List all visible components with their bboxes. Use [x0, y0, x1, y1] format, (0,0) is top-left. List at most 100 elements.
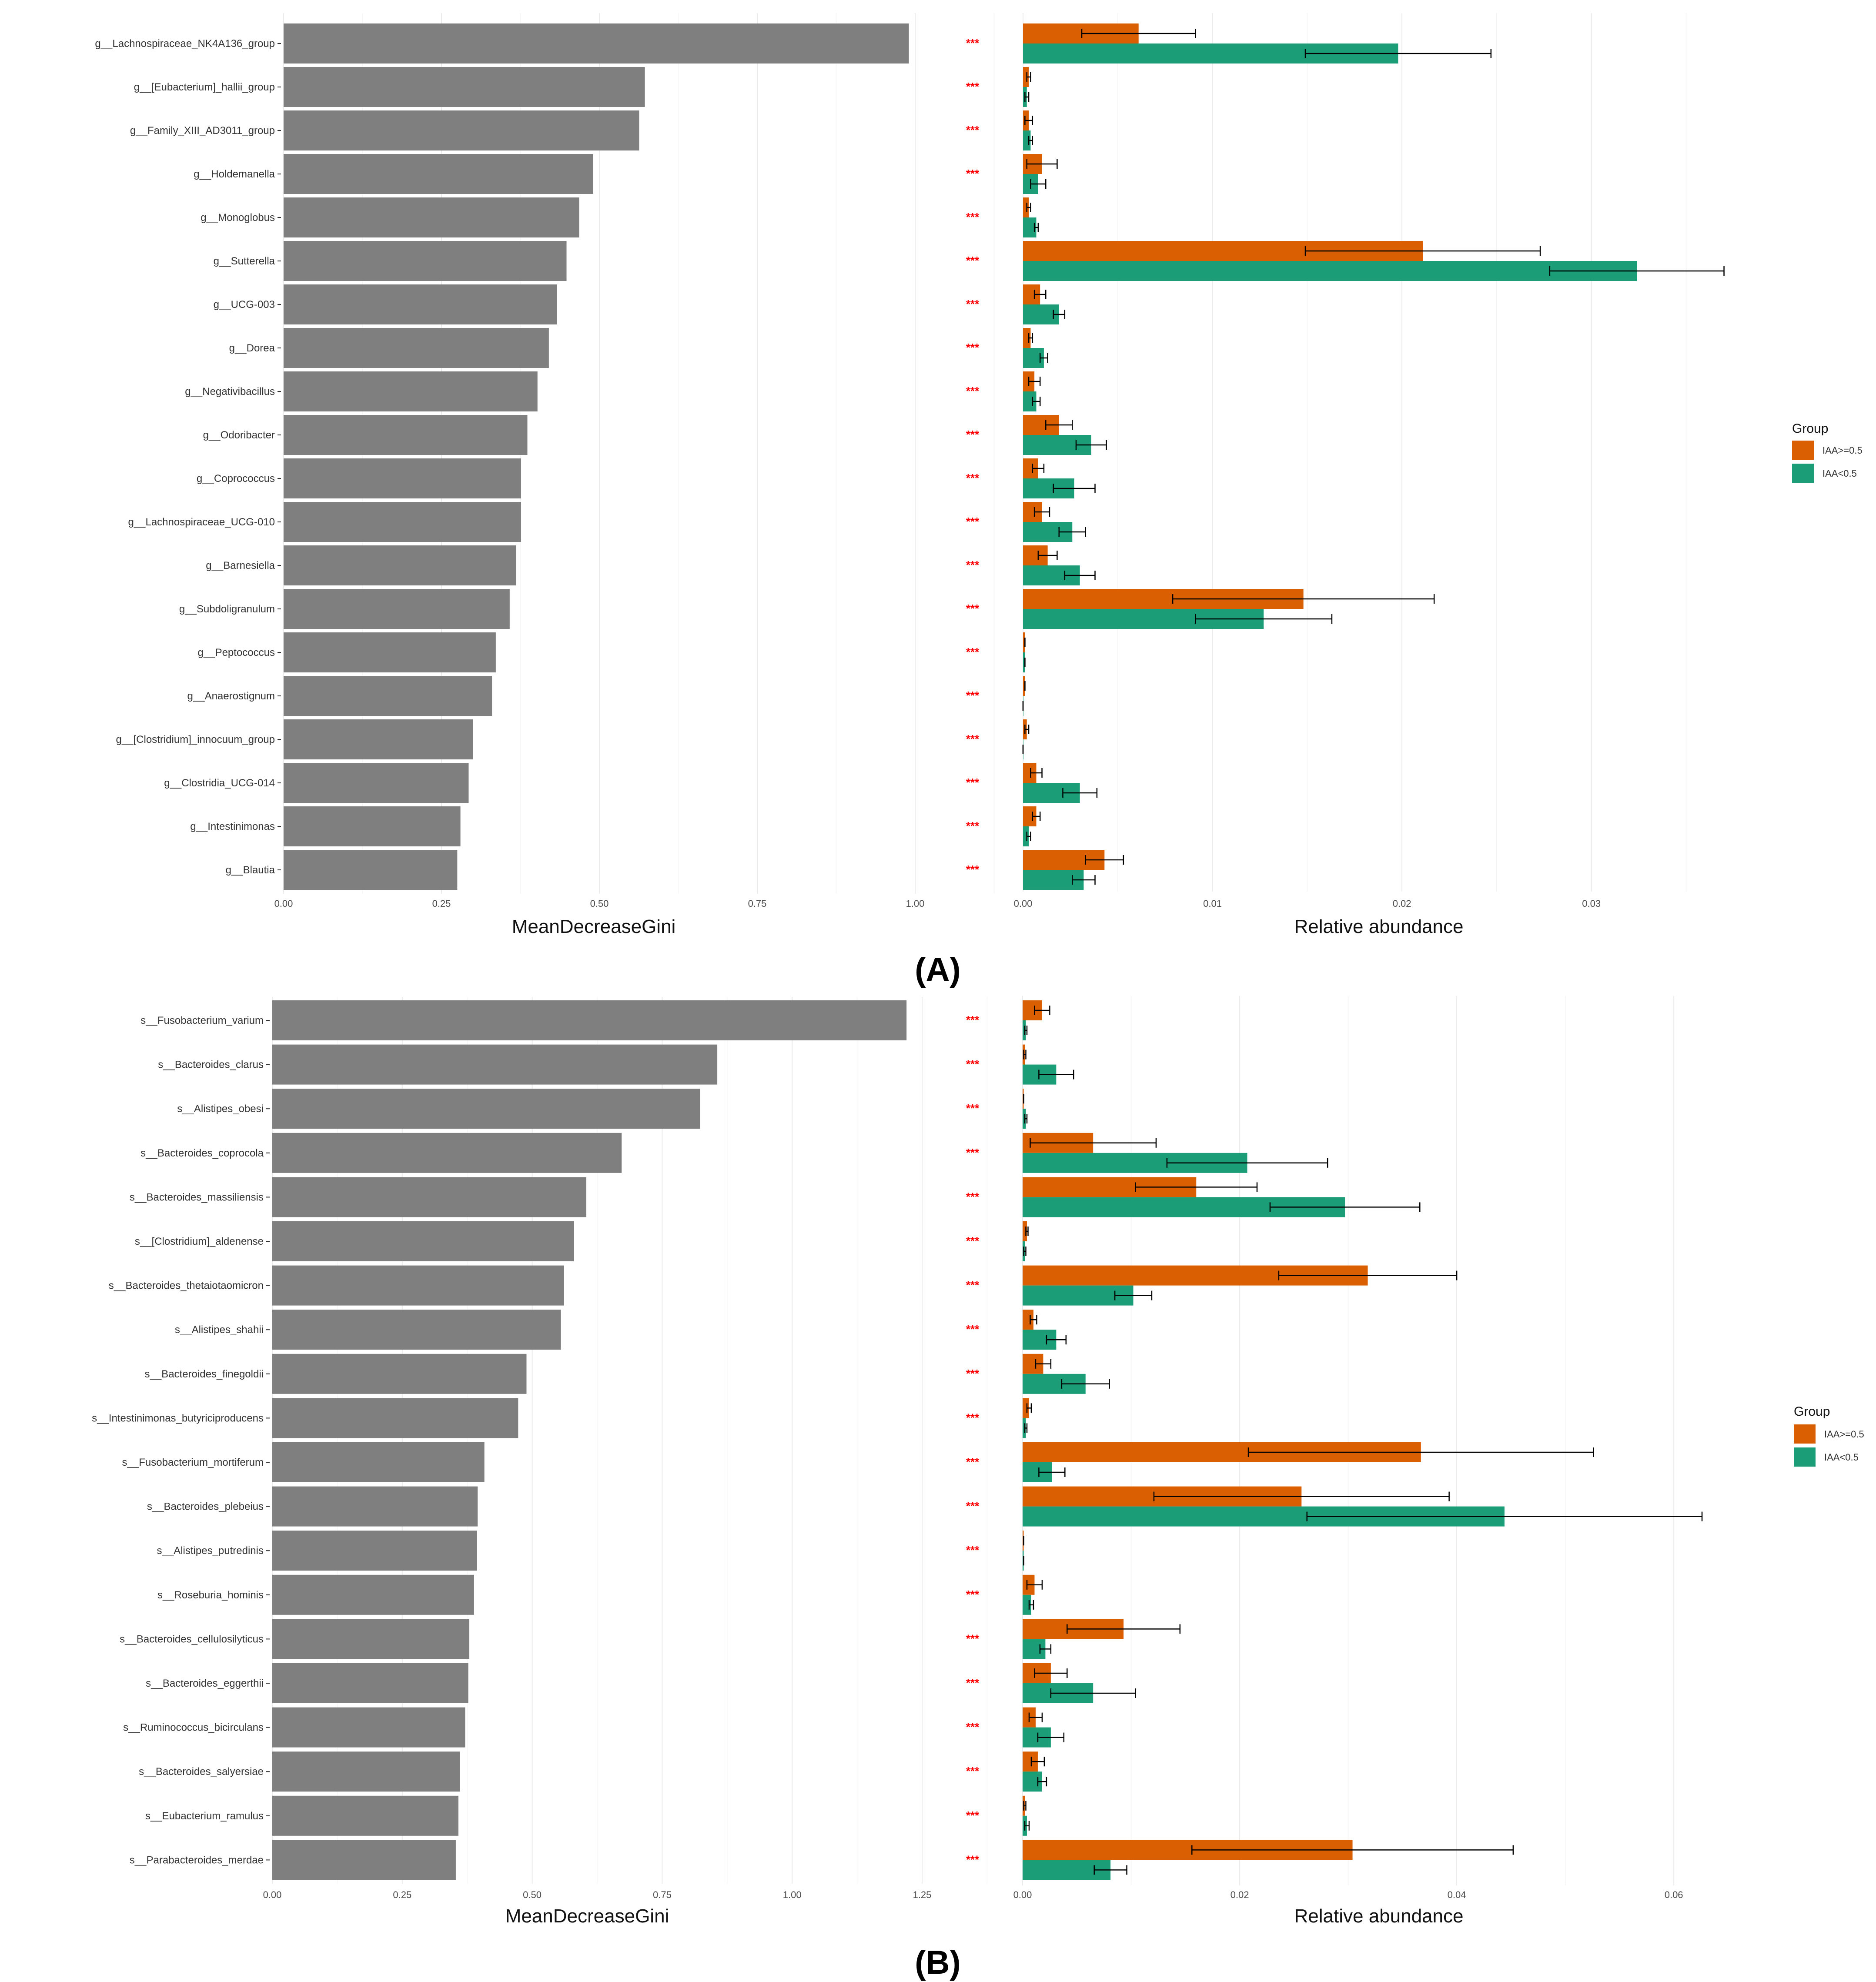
abundance-bar-low: [1023, 1594, 1031, 1615]
significance-marker: ***: [966, 1721, 980, 1734]
gini-bar: [284, 589, 510, 629]
significance-marker: ***: [966, 776, 980, 789]
significance-marker: ***: [966, 471, 980, 485]
gini-tick-label: 1.00: [783, 1889, 802, 1900]
abundance-tick-label: 0.02: [1231, 1889, 1249, 1900]
legend-swatch-high: [1792, 441, 1814, 460]
abundance-bar-low: [1023, 261, 1637, 281]
category-label: g__Coprococcus: [197, 473, 275, 485]
significance-marker: ***: [966, 1102, 980, 1115]
significance-marker: ***: [966, 819, 980, 832]
gini-bar: [272, 1663, 468, 1703]
panel-a: 0.00 0.25 0.50 0.75 1.00 g__Lachnospiraceae_N…: [95, 13, 1863, 988]
gini-bar: [284, 241, 567, 281]
significance-marker: ***: [966, 1455, 980, 1468]
gini-bar: [272, 1486, 478, 1527]
gini-tick-label: 1.25: [913, 1889, 932, 1900]
significance-marker: ***: [966, 1146, 980, 1159]
category-label: s__Bacteroides_thetaiotaomicron: [109, 1280, 264, 1292]
legend-label-low: IAA<0.5: [1824, 1452, 1859, 1463]
category-label: s__Ruminococcus_bicirculans: [123, 1722, 264, 1734]
significance-marker: ***: [966, 1676, 980, 1689]
gini-bar: [272, 1354, 527, 1394]
legend-swatch-low: [1792, 464, 1814, 483]
gini-axis-title: MeanDecreaseGini: [505, 1905, 669, 1927]
gini-bar: [284, 458, 521, 498]
category-label: g__Negativibacillus: [185, 386, 275, 398]
gini-bar: [272, 1398, 518, 1438]
category-label: g__Clostridia_UCG-014: [164, 777, 275, 789]
category-label: g__Sutterella: [214, 255, 275, 267]
abundance-bar-low: [1023, 652, 1025, 672]
gini-tick-label: 0.75: [653, 1889, 672, 1900]
significance-marker: ***: [966, 1853, 980, 1866]
category-label: s__Fusobacterium_varium: [140, 1015, 264, 1026]
significance-marker: ***: [966, 515, 980, 528]
category-label: s__[Clostridium]_aldenense: [135, 1236, 264, 1247]
abundance-bar-low: [1023, 826, 1029, 846]
category-label: g__UCG-003: [214, 299, 275, 311]
gini-bar: [284, 284, 557, 324]
panel-b: 0.00 0.25 0.50 0.75 1.00 1.25 s__Fusobacterium…: [92, 996, 1864, 1981]
gini-bar: [272, 1089, 700, 1129]
significance-marker: ***: [966, 1323, 980, 1336]
gini-bar: [272, 1265, 564, 1306]
significance-marker: ***: [966, 80, 980, 93]
abundance-tick-label: 0.06: [1665, 1889, 1683, 1900]
panel-label: (A): [915, 951, 961, 988]
gini-bar: [284, 850, 458, 890]
significance-marker: ***: [966, 254, 980, 267]
category-label: g__Intestinimonas: [190, 821, 275, 832]
significance-marker: ***: [966, 384, 980, 398]
category-label: g__[Clostridium]_innocuum_group: [116, 734, 275, 745]
significance-marker: ***: [966, 428, 980, 441]
category-label: g__Odoribacter: [203, 429, 275, 441]
gini-bar: [272, 1531, 477, 1571]
significance-marker: ***: [966, 1544, 980, 1557]
legend-title: Group: [1794, 1404, 1830, 1419]
legend-label-high: IAA>=0.5: [1822, 445, 1863, 456]
significance-marker: ***: [966, 124, 980, 137]
gini-bar: [284, 328, 549, 368]
abundance-tick-label: 0.02: [1393, 898, 1411, 909]
abundance-bar-high: [1023, 67, 1029, 87]
significance-marker: ***: [966, 863, 980, 876]
category-label: s__Intestinimonas_butyriciproducens: [92, 1412, 264, 1424]
significance-marker: ***: [966, 1809, 980, 1822]
significance-marker: ***: [966, 1013, 980, 1026]
category-label: g__Lachnospiraceae_NK4A136_group: [95, 38, 275, 50]
category-label: g__Dorea: [229, 342, 275, 354]
significance-marker: ***: [966, 1058, 980, 1071]
significance-marker: ***: [966, 1500, 980, 1513]
gini-bar: [284, 67, 645, 107]
significance-marker: ***: [966, 1234, 980, 1247]
significance-marker: ***: [966, 558, 980, 572]
abundance-tick-label: 0.00: [1013, 1889, 1032, 1900]
gini-bar: [284, 371, 538, 411]
gini-bar: [284, 154, 593, 194]
abundance-tick-label: 0.04: [1448, 1889, 1466, 1900]
category-label: g__[Eubacterium]_hallii_group: [134, 81, 275, 93]
significance-marker: ***: [966, 645, 980, 658]
category-label: s__Roseburia_hominis: [157, 1589, 264, 1601]
gini-bar: [272, 1574, 474, 1615]
category-label: s__Bacteroides_salyersiae: [139, 1766, 264, 1778]
abundance-bar-high: [1023, 197, 1029, 217]
significance-marker: ***: [966, 1279, 980, 1292]
category-label: g__Barnesiella: [206, 560, 275, 572]
gini-tick-label: 0.00: [274, 898, 293, 909]
legend-title: Group: [1792, 421, 1828, 436]
gini-tick-label: 0.25: [393, 1889, 411, 1900]
category-label: s__Alistipes_shahii: [175, 1324, 264, 1336]
gini-bar: [284, 110, 639, 150]
gini-bar: [284, 23, 909, 64]
category-label: s__Alistipes_obesi: [177, 1103, 264, 1115]
significance-marker: ***: [966, 732, 980, 745]
significance-marker: ***: [966, 1190, 980, 1203]
legend-label-high: IAA>=0.5: [1824, 1429, 1864, 1440]
significance-marker: ***: [966, 689, 980, 702]
gini-bar: [272, 1619, 469, 1659]
gini-bar: [272, 1840, 456, 1880]
significance-marker: ***: [966, 1632, 980, 1645]
